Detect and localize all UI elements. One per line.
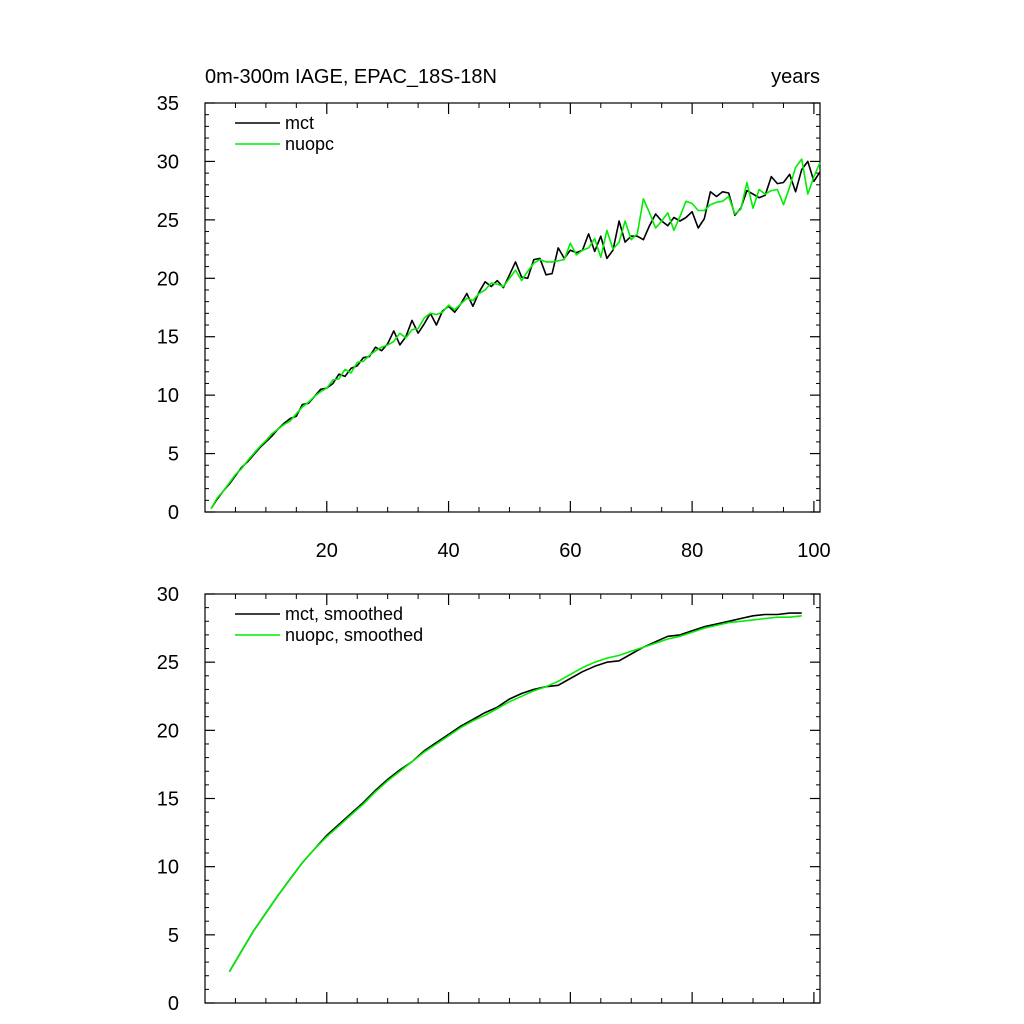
legend-label: mct, smoothed: [285, 604, 403, 624]
y-tick-label: 25: [157, 210, 179, 232]
y-tick-label: 0: [168, 502, 179, 524]
y-tick-label: 35: [157, 93, 179, 115]
x-tick-label: 100: [797, 540, 830, 562]
legend-label: mct: [285, 113, 314, 133]
plot-frame: [204, 102, 821, 513]
y-tick-label: 0: [168, 993, 179, 1015]
x-tick-label: 20: [316, 540, 338, 562]
x-tick-label: 40: [437, 540, 459, 562]
chart-units-label: years: [771, 66, 820, 88]
chart-title: 0m-300m IAGE, EPAC_18S-18N: [205, 66, 497, 88]
series-line-nuopc-smoothed: [228, 615, 802, 973]
y-tick-label: 10: [157, 857, 179, 879]
y-tick-label: 10: [157, 385, 179, 407]
y-tick-label: 25: [157, 652, 179, 674]
series-line-mct: [210, 160, 821, 509]
plot-frame: [204, 593, 821, 1004]
y-tick-label: 15: [157, 789, 179, 811]
x-tick-label: 60: [559, 540, 581, 562]
legend-label: nuopc, smoothed: [285, 625, 423, 645]
series-line-nuopc: [210, 158, 821, 509]
y-tick-label: 30: [157, 584, 179, 606]
y-tick-label: 20: [157, 268, 179, 290]
y-tick-label: 5: [168, 444, 179, 466]
y-tick-label: 15: [157, 327, 179, 349]
legend-label: nuopc: [285, 134, 334, 154]
y-tick-label: 30: [157, 151, 179, 173]
y-tick-label: 5: [168, 925, 179, 947]
series-line-mct-smoothed: [228, 612, 802, 973]
x-tick-label: 80: [681, 540, 703, 562]
y-tick-label: 20: [157, 720, 179, 742]
